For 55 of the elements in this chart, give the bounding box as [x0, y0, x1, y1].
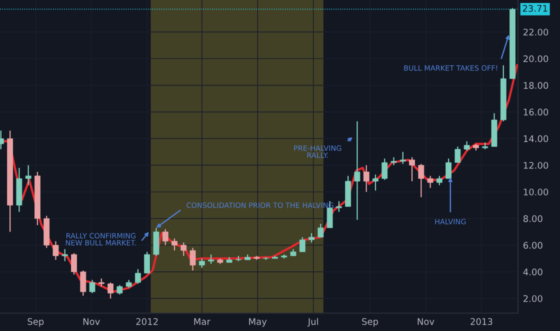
candlestick — [400, 151, 406, 164]
x-tick-label: 2013 — [470, 318, 492, 325]
candlestick — [363, 164, 370, 192]
candlestick — [208, 254, 214, 264]
candlestick — [25, 164, 32, 186]
candlestick — [89, 279, 96, 294]
candlestick — [52, 240, 59, 260]
candlestick — [80, 270, 86, 296]
ref-line-label: 23.71 — [522, 4, 548, 12]
candlestick — [409, 156, 415, 182]
candlestick — [153, 227, 160, 256]
candlestick — [144, 251, 150, 274]
candlestick — [436, 175, 442, 186]
candlestick — [108, 282, 114, 300]
x-tick-label: Sep — [28, 318, 44, 327]
x-tick-label: Nov — [83, 318, 100, 325]
candlestick — [454, 146, 461, 164]
x-tick-label: May — [249, 318, 267, 327]
x-tick-label: 2012 — [136, 318, 158, 325]
candlestick — [162, 228, 168, 246]
candlestick — [318, 223, 324, 238]
candlestick — [116, 284, 123, 296]
candlestick — [464, 140, 470, 152]
y-tick-label: 4.00 — [523, 268, 542, 276]
candlestick — [382, 158, 388, 180]
candlestick — [427, 175, 434, 188]
y-tick-label: 2.00 — [524, 295, 542, 302]
y-tick-label: 16.00 — [524, 108, 548, 116]
candlestick — [446, 158, 452, 180]
candlestick — [198, 258, 205, 268]
candlestick — [190, 247, 196, 272]
y-tick-label: 10.00 — [524, 188, 548, 196]
candlestick — [354, 120, 360, 220]
candlestick — [308, 232, 314, 244]
candlestick — [62, 248, 68, 262]
candlestick — [372, 174, 378, 192]
candlestick — [299, 236, 306, 252]
y-tick-label: 20.00 — [524, 55, 548, 62]
candlestick — [135, 268, 141, 284]
candlestick — [418, 163, 424, 198]
candlestick — [180, 242, 187, 256]
y-tick-label: 12.00 — [524, 162, 548, 169]
candlestick — [172, 238, 178, 252]
x-tick-label: Jul — [307, 318, 318, 327]
x-tick-label: Mar — [194, 318, 210, 325]
y-tick-label: 6.00 — [523, 242, 542, 249]
candlestick — [336, 200, 342, 212]
candlestick — [390, 156, 397, 166]
x-tick-label: Sep — [362, 318, 378, 327]
y-tick-label: 8.00 — [523, 215, 542, 222]
y-tick-label: 18.00 — [524, 82, 548, 89]
x-tick-label: Nov — [418, 318, 434, 325]
y-tick-label: 14.00 — [524, 135, 548, 142]
candlestick — [71, 252, 77, 276]
y-tick-label: 22.00 — [524, 28, 548, 36]
